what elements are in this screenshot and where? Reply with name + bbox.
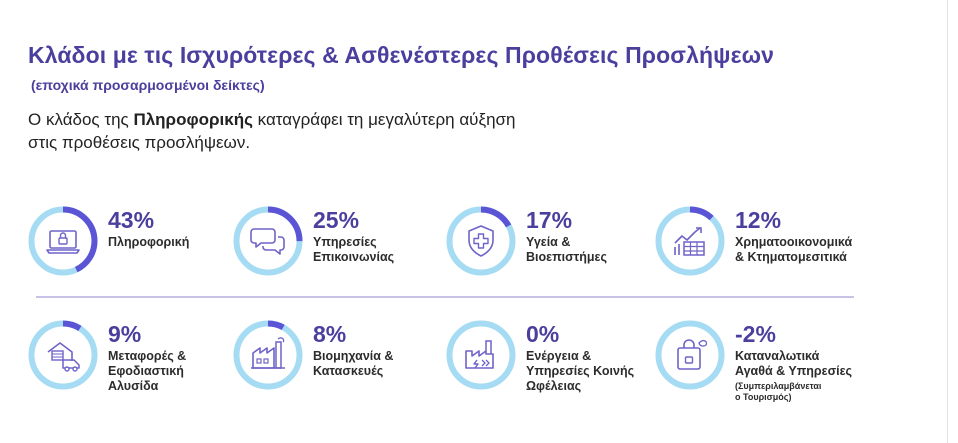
sector-percentage: 12% <box>735 207 782 233</box>
progress-ring <box>655 320 725 390</box>
page-title: Κλάδοι με τις Ισχυρότερες & Ασθενέστερες… <box>28 42 775 68</box>
sector-percentage: 25% <box>313 207 360 233</box>
finance-chart-icon <box>674 227 705 256</box>
ring-track <box>655 320 725 390</box>
progress-ring <box>655 206 725 276</box>
sector-label-line: Εφοδιαστική <box>108 364 184 378</box>
sector-label-line: Βιομηχανία & <box>313 349 394 363</box>
sector-label-line: Υπηρεσίες <box>313 235 377 249</box>
ring-value-arc <box>655 206 725 276</box>
sector-label: Υπηρεσίες Επικοινωνίας <box>313 235 394 265</box>
energy-plant-icon <box>465 340 494 369</box>
truck-warehouse-icon <box>47 342 80 372</box>
row-divider <box>36 296 854 298</box>
sector-label-line: Επικοινωνίας <box>313 250 395 264</box>
factory-icon <box>251 337 285 369</box>
laptop-lock-icon <box>46 230 80 254</box>
sector-label-line: Αλυσίδα <box>108 379 159 393</box>
progress-ring <box>233 320 303 390</box>
sector-label: Χρηματοοικονομικά & Κτηματομεσιτικά <box>735 235 852 265</box>
page-subtitle: (εποχικά προσαρμοσμένοι δείκτες) <box>31 77 265 93</box>
sector-percentage: 43% <box>108 207 155 233</box>
sector-percentage: -2% <box>735 321 776 347</box>
sector-label: Πληροφορική <box>108 235 189 250</box>
sector-label: Υγεία & Βιοεπιστήμες <box>526 235 607 265</box>
progress-ring <box>446 320 516 390</box>
ring-value-arc <box>446 206 516 276</box>
chat-bubbles-icon <box>250 228 285 255</box>
progress-ring <box>446 206 516 276</box>
ring-track <box>446 320 516 390</box>
lead-part-1: Ο κλάδος της <box>28 110 134 129</box>
ring-value-arc <box>28 320 98 390</box>
sector-percentage: 17% <box>526 207 573 233</box>
sector-label-line: & Κτηματομεσιτικά <box>735 250 847 264</box>
sector-label-line: Ενέργεια & <box>526 349 592 363</box>
sector-label-line: Καταναλωτικά <box>735 349 820 363</box>
sector-label-line: Αγαθά & Υπηρεσίες <box>735 364 853 378</box>
sector-label: Βιομηχανία & Κατασκευές <box>313 349 393 379</box>
lead-bold: Πληροφορικής <box>133 110 253 129</box>
sector-label-line: Μεταφορές & <box>108 349 187 363</box>
progress-ring <box>28 320 98 390</box>
lead-line-2: στις προθέσεις προσλήψεων. <box>28 133 251 152</box>
shopping-bag-icon <box>677 339 708 370</box>
sector-percentage: 8% <box>313 321 347 347</box>
sector-percentage: 0% <box>526 321 560 347</box>
sector-label-line: Υπηρεσίες Κοινής <box>526 364 635 378</box>
sector-label: Μεταφορές & Εφοδιαστική Αλυσίδα <box>108 349 186 394</box>
sector-label-line: Κατασκευές <box>313 364 384 378</box>
sector-note-line: ο Τουρισμός) <box>735 392 792 402</box>
sector-label-line: Πληροφορική <box>108 235 190 249</box>
sector-note: (Συμπεριλαμβάνεται ο Τουρισμός) <box>735 381 821 403</box>
lead-text: Ο κλάδος της Πληροφορικής καταγράφει τη … <box>28 108 515 154</box>
ring-value-arc <box>233 206 303 276</box>
page-right-border <box>947 0 948 443</box>
sector-label-line: Ωφέλειας <box>526 379 582 393</box>
sector-label: Καταναλωτικά Αγαθά & Υπηρεσίες <box>735 349 852 379</box>
ring-track <box>655 206 725 276</box>
sector-label: Ενέργεια & Υπηρεσίες Κοινής Ωφέλειας <box>526 349 634 394</box>
medical-shield-icon <box>468 225 494 257</box>
ring-value-arc <box>28 206 98 276</box>
progress-ring <box>28 206 98 276</box>
sector-label-line: Υγεία & <box>526 235 571 249</box>
sector-note-line: (Συμπεριλαμβάνεται <box>735 381 822 391</box>
ring-value-arc <box>233 320 303 390</box>
progress-ring <box>233 206 303 276</box>
sector-percentage: 9% <box>108 321 142 347</box>
lead-part-2: καταγράφει τη μεγαλύτερη αύξηση <box>252 110 516 129</box>
sector-label-line: Βιοεπιστήμες <box>526 250 607 264</box>
sector-label-line: Χρηματοοικονομικά <box>735 235 853 249</box>
ring-track <box>233 320 303 390</box>
